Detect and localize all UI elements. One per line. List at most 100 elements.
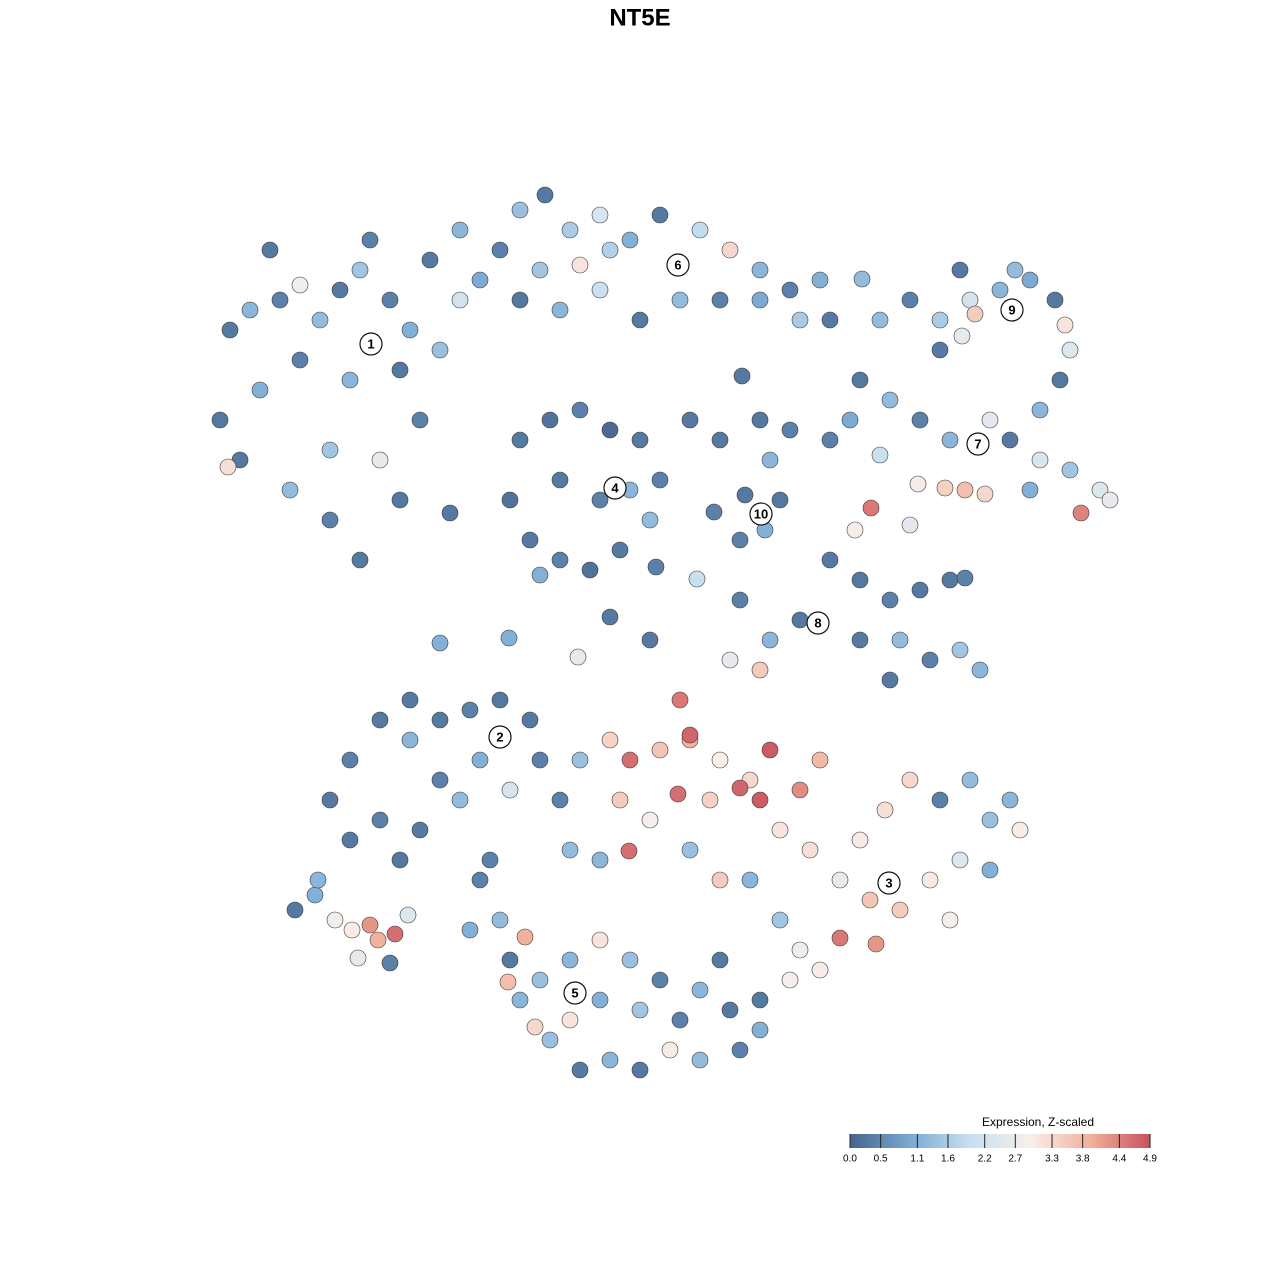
point — [1101, 491, 1119, 509]
cluster-label: 5 — [571, 985, 578, 1000]
point — [711, 751, 729, 769]
point — [831, 871, 849, 889]
point — [1031, 401, 1049, 419]
point — [801, 841, 819, 859]
point — [931, 311, 949, 329]
point — [331, 281, 349, 299]
point — [1056, 316, 1074, 334]
colorbar-tick-label: 4.4 — [1112, 1154, 1126, 1165]
cluster-badge — [1000, 298, 1024, 322]
point — [601, 608, 619, 626]
colorbar-tick-label: 4.9 — [1143, 1154, 1157, 1165]
point — [641, 511, 659, 529]
point — [671, 291, 689, 309]
point — [343, 921, 361, 939]
point — [491, 691, 509, 709]
point — [371, 451, 389, 469]
point — [871, 446, 889, 464]
point — [451, 291, 469, 309]
point — [791, 941, 809, 959]
point — [851, 831, 869, 849]
point — [671, 691, 689, 709]
point — [501, 781, 519, 799]
point — [391, 491, 409, 509]
point — [761, 741, 779, 759]
point — [326, 911, 344, 929]
point — [571, 1061, 589, 1079]
point — [705, 503, 723, 521]
point — [811, 961, 829, 979]
point — [601, 241, 619, 259]
point — [721, 241, 739, 259]
point — [651, 741, 669, 759]
point — [761, 451, 779, 469]
point — [651, 206, 669, 224]
point — [461, 701, 479, 719]
point — [381, 954, 399, 972]
point — [431, 771, 449, 789]
point — [1001, 431, 1019, 449]
point — [391, 361, 409, 379]
point — [976, 485, 994, 503]
point — [551, 551, 569, 569]
colorbar-tick-label: 2.7 — [1008, 1154, 1022, 1165]
point — [531, 751, 549, 769]
point — [691, 221, 709, 239]
point — [369, 931, 387, 949]
cluster-label: 2 — [496, 729, 503, 744]
point — [286, 901, 304, 919]
point — [711, 871, 729, 889]
point — [351, 551, 369, 569]
point — [471, 751, 489, 769]
point — [561, 841, 579, 859]
point — [1031, 451, 1049, 469]
point — [381, 291, 399, 309]
point — [931, 341, 949, 359]
point — [601, 731, 619, 749]
point — [569, 648, 587, 666]
point — [291, 276, 309, 294]
point — [871, 311, 889, 329]
point — [751, 291, 769, 309]
point — [771, 911, 789, 929]
point — [691, 1051, 709, 1069]
point — [966, 305, 984, 323]
point — [731, 591, 749, 609]
point — [531, 261, 549, 279]
point — [981, 811, 999, 829]
point — [867, 935, 885, 953]
point — [371, 811, 389, 829]
point — [761, 631, 779, 649]
point — [641, 631, 659, 649]
point — [591, 281, 609, 299]
point — [688, 570, 706, 588]
point — [1061, 341, 1079, 359]
point — [791, 611, 809, 629]
point — [321, 791, 339, 809]
point — [891, 631, 909, 649]
point — [731, 1041, 749, 1059]
point — [921, 651, 939, 669]
point — [591, 931, 609, 949]
point — [611, 791, 629, 809]
colorbar-title: Expression, Z-scaled — [982, 1115, 1094, 1129]
point — [271, 291, 289, 309]
point — [731, 779, 749, 797]
point — [851, 631, 869, 649]
cluster-label: 1 — [367, 336, 374, 351]
point — [431, 634, 449, 652]
point — [571, 751, 589, 769]
point — [956, 569, 974, 587]
point — [591, 991, 609, 1009]
point — [851, 571, 869, 589]
point — [511, 291, 529, 309]
point — [219, 458, 237, 476]
cluster-label: 9 — [1008, 302, 1015, 317]
point — [621, 751, 639, 769]
cluster-badge — [488, 725, 512, 749]
point — [471, 871, 489, 889]
point — [721, 1001, 739, 1019]
point — [851, 371, 869, 389]
point — [411, 821, 429, 839]
point — [451, 791, 469, 809]
